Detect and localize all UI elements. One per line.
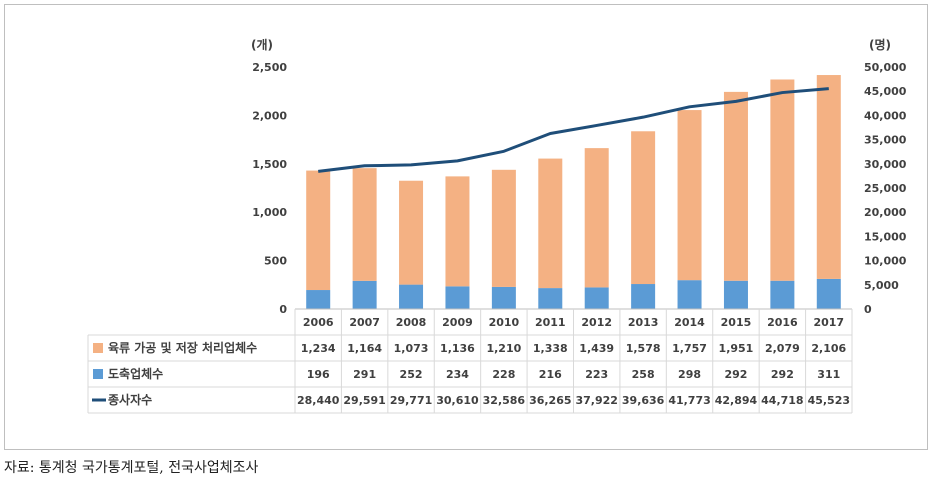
right-tick-label: 40,000	[864, 109, 907, 122]
left-tick-label: 0	[279, 303, 287, 316]
year-label: 2017	[813, 316, 844, 329]
right-tick-label: 35,000	[864, 134, 907, 147]
year-label: 2016	[767, 316, 798, 329]
bar-segment	[723, 280, 748, 309]
table-cell: 234	[446, 368, 469, 381]
table-cell: 30,610	[436, 394, 479, 407]
right-tick-label: 5,000	[864, 279, 899, 292]
legend-swatch	[93, 343, 103, 353]
bar-segment	[723, 91, 748, 281]
employees-line	[318, 87, 829, 173]
left-tick-label: 500	[264, 255, 287, 268]
year-label: 2015	[721, 316, 752, 329]
table-cell: 1,234	[301, 342, 336, 355]
left-axis-unit: (개)	[251, 38, 273, 52]
bar-segment	[399, 284, 424, 309]
table-cell: 1,951	[719, 342, 754, 355]
table-cell: 41,773	[668, 394, 710, 407]
right-tick-label: 45,000	[864, 85, 907, 98]
legend-swatch	[93, 369, 103, 379]
bar-segment	[631, 284, 656, 309]
year-label: 2008	[396, 316, 427, 329]
legend-label: 도축업체수	[108, 366, 163, 381]
table-cell: 252	[400, 368, 423, 381]
bar-segment	[491, 169, 516, 287]
bar-segment	[816, 278, 841, 309]
right-tick-label: 25,000	[864, 182, 907, 195]
year-label: 2006	[303, 316, 334, 329]
right-tick-label: 20,000	[864, 206, 907, 219]
table-cell: 1,757	[672, 342, 707, 355]
table-cell: 32,586	[483, 394, 526, 407]
table-cell: 36,265	[529, 394, 571, 407]
right-axis-unit: (명)	[869, 38, 891, 52]
table-cell: 1,578	[626, 342, 661, 355]
bar-segment	[770, 79, 795, 281]
table-cell: 292	[771, 368, 794, 381]
right-tick-label: 30,000	[864, 158, 907, 171]
bar-segment	[770, 280, 795, 309]
table-cell: 1,164	[347, 342, 382, 355]
left-tick-label: 1,000	[252, 206, 287, 219]
bar-segment	[631, 131, 656, 285]
table-cell: 258	[632, 368, 655, 381]
table-cell: 1,338	[533, 342, 568, 355]
table-cell: 298	[678, 368, 701, 381]
table-cell: 29,771	[390, 394, 432, 407]
year-label: 2012	[581, 316, 612, 329]
table-cell: 2,106	[811, 342, 846, 355]
table-cell: 291	[353, 368, 376, 381]
left-tick-label: 2,500	[252, 61, 287, 74]
bar-segment	[352, 280, 377, 309]
year-label: 2013	[628, 316, 659, 329]
right-tick-label: 50,000	[864, 61, 907, 74]
combo-chart: (개) (명) 0 500 1,000 1,500 2,000 2,500 0 5,000 10,0…	[87, 38, 907, 414]
right-tick-label: 10,000	[864, 255, 907, 268]
bar-segment	[538, 288, 563, 309]
table-cell: 29,591	[343, 394, 385, 407]
table-cell: 44,718	[761, 394, 803, 407]
bar-segment	[584, 148, 609, 288]
source-note: 자료: 통계청 국가통계포털, 전국사업체조사	[4, 460, 259, 476]
bar-segment	[584, 287, 609, 309]
table-cell: 39,636	[622, 394, 665, 407]
bar-segment	[677, 110, 702, 281]
bar-segment	[816, 75, 841, 279]
left-tick-label: 1,500	[252, 158, 287, 171]
bar-segment	[306, 170, 331, 291]
table-cell: 223	[585, 368, 608, 381]
left-tick-label: 2,000	[252, 109, 287, 122]
table-cell: 45,523	[808, 394, 850, 407]
table-cell: 42,894	[715, 394, 758, 407]
year-label: 2014	[674, 316, 705, 329]
table-cell: 292	[724, 368, 747, 381]
bar-segment	[491, 286, 516, 309]
bar-segment	[677, 280, 702, 309]
year-label: 2011	[535, 316, 566, 329]
right-tick-label: 15,000	[864, 230, 907, 243]
table-cell: 1,073	[394, 342, 429, 355]
table-cell: 1,136	[440, 342, 475, 355]
bar-segment	[399, 180, 424, 285]
bar-segment	[352, 168, 377, 281]
legend-label: 종사자수	[108, 392, 152, 407]
table-cell: 1,210	[486, 342, 521, 355]
year-label: 2010	[489, 316, 520, 329]
bar-segment	[306, 290, 331, 309]
table-cell: 28,440	[297, 394, 340, 407]
table-cell: 2,079	[765, 342, 800, 355]
table-cell: 37,922	[575, 394, 617, 407]
table-cell: 228	[492, 368, 515, 381]
table-cell: 311	[817, 368, 840, 381]
table-cell: 196	[307, 368, 330, 381]
bar-segment	[445, 286, 470, 309]
year-label: 2007	[349, 316, 380, 329]
table-cell: 216	[539, 368, 562, 381]
legend-label: 육류 가공 및 저장 처리업체수	[108, 340, 257, 355]
table-cell: 1,439	[579, 342, 614, 355]
bar-segment	[445, 176, 470, 287]
year-label: 2009	[442, 316, 473, 329]
bar-segment	[538, 158, 563, 289]
right-tick-label: 0	[864, 303, 872, 316]
